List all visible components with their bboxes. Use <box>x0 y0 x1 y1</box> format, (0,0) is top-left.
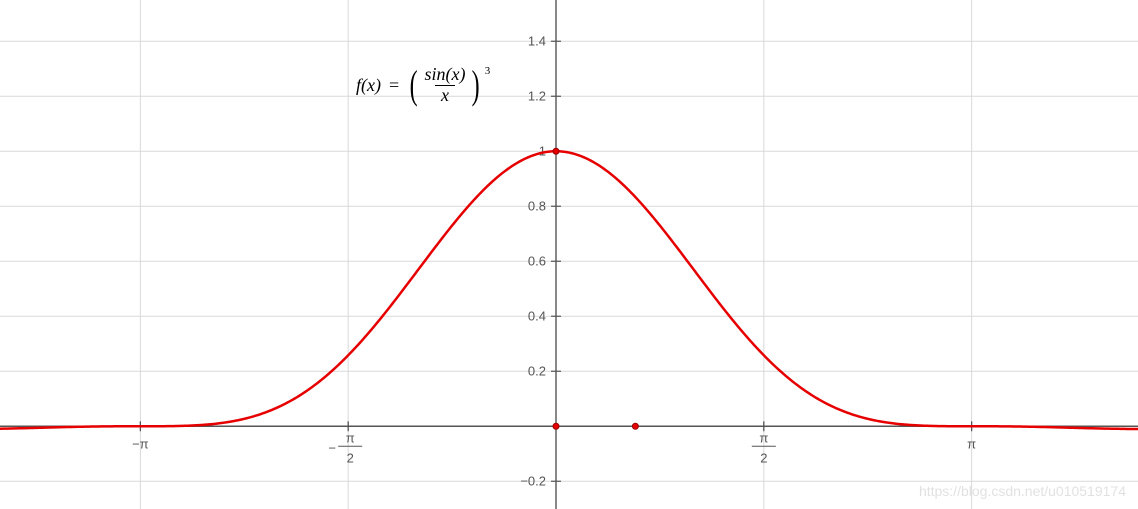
y-tick-label: 0.2 <box>528 363 546 378</box>
watermark-text: https://blog.csdn.net/u010519174 <box>919 483 1126 499</box>
y-tick-label: 0.4 <box>528 308 546 323</box>
svg-text:π: π <box>759 430 768 445</box>
formula-open-paren: ( <box>410 65 418 105</box>
function-formula: f(x) = ( sin(x) x ) 3 <box>356 65 490 106</box>
y-tick-label: 1.2 <box>528 88 546 103</box>
svg-text:−: − <box>328 440 336 455</box>
svg-text:π: π <box>346 430 355 445</box>
svg-text:2: 2 <box>347 450 354 465</box>
y-tick-label: 0.6 <box>528 253 546 268</box>
y-tick-label: 0.8 <box>528 198 546 213</box>
chart-container: −π−π2π2π−0.20.20.40.60.811.21.4 f(x) = (… <box>0 0 1138 509</box>
y-tick-label: −0.2 <box>520 473 546 488</box>
formula-close-paren: ) <box>472 65 480 105</box>
x-tick-label: −π <box>132 436 149 451</box>
marker-point <box>553 423 559 429</box>
x-tick-label: π <box>967 436 976 451</box>
marker-point <box>632 423 638 429</box>
formula-lhs: f(x) <box>356 75 381 96</box>
y-tick-label: 1 <box>539 143 546 158</box>
chart-svg: −π−π2π2π−0.20.20.40.60.811.21.4 <box>0 0 1138 509</box>
formula-denominator: x <box>435 85 455 106</box>
formula-exponent: 3 <box>485 65 491 77</box>
svg-text:2: 2 <box>760 450 767 465</box>
formula-equals: = <box>389 75 399 96</box>
marker-point <box>553 148 559 154</box>
formula-fraction: sin(x) x <box>424 65 465 106</box>
formula-numerator: sin(x) <box>424 65 465 85</box>
y-tick-label: 1.4 <box>528 33 546 48</box>
